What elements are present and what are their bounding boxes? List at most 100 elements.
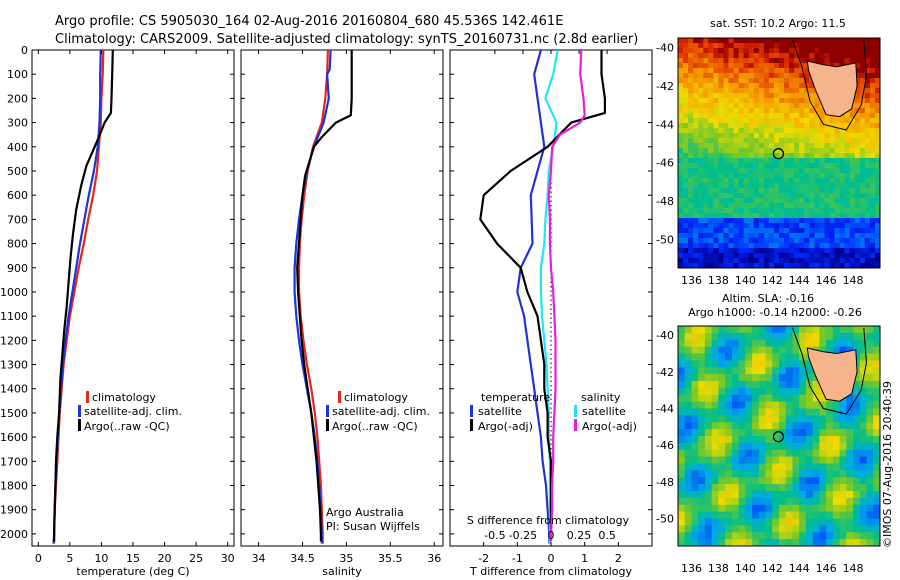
map-cell	[785, 539, 793, 546]
map-cell	[853, 532, 861, 540]
map-cell	[799, 153, 805, 159]
legend-label-satellite: satellite-adj. clim.	[332, 405, 430, 418]
map-cell	[698, 346, 706, 354]
map-cell	[728, 113, 734, 119]
map-cell	[866, 518, 874, 526]
map-cell	[708, 133, 714, 139]
map-cell	[839, 497, 847, 506]
map-cell	[866, 525, 874, 533]
map-cell	[753, 153, 760, 159]
map-cell	[713, 43, 719, 49]
map-cell	[844, 148, 851, 154]
map-cell	[708, 128, 714, 134]
map-cell	[854, 258, 861, 264]
map-cell	[853, 442, 861, 451]
map-cell	[758, 38, 765, 44]
map-cell	[824, 188, 830, 194]
map-cell	[814, 143, 820, 149]
map-cell	[779, 374, 787, 382]
map-cell	[693, 123, 699, 129]
map-cell	[804, 128, 810, 134]
map-cell	[711, 401, 719, 409]
map-cell	[708, 183, 714, 189]
map-cell	[752, 367, 760, 375]
map-cell	[799, 263, 805, 268]
map-cell	[738, 218, 745, 224]
map-cell	[869, 128, 876, 134]
map-cell	[693, 213, 699, 219]
map-cell	[758, 138, 765, 144]
map-cell	[839, 339, 847, 348]
map-cell	[772, 360, 780, 368]
map-cell	[678, 193, 684, 199]
map-cell	[678, 153, 684, 159]
map-cell	[763, 263, 770, 268]
map-cell	[809, 263, 815, 268]
map-cell	[743, 163, 750, 169]
map-cell	[678, 143, 684, 149]
map-cell	[875, 183, 880, 189]
map-cell	[794, 63, 800, 69]
map-cell	[752, 442, 760, 451]
map-cell	[854, 263, 861, 268]
map-cell	[768, 78, 775, 84]
map-cell	[785, 367, 793, 375]
map-cell	[792, 442, 800, 451]
map-cell	[829, 243, 835, 249]
map-cell	[718, 158, 724, 164]
map-cell	[728, 93, 734, 99]
map-cell	[698, 113, 704, 119]
map-cell	[752, 326, 760, 334]
map-cell	[684, 408, 692, 416]
map-cell	[718, 93, 724, 99]
map-cell	[688, 103, 694, 109]
map-cell	[819, 208, 825, 214]
map-cell	[688, 83, 694, 89]
map-cell	[713, 88, 719, 94]
map-cell	[834, 198, 840, 204]
map-cell	[844, 258, 851, 264]
map-cell	[745, 491, 753, 499]
map-cell	[708, 218, 714, 224]
map-cell	[824, 38, 830, 44]
map-cell	[869, 193, 876, 199]
map-cell	[748, 248, 755, 254]
map-cell	[768, 263, 775, 268]
map-cell	[683, 38, 689, 44]
map-cell	[809, 123, 815, 129]
map-cell	[748, 253, 755, 259]
map-cell	[713, 253, 719, 259]
map-cell	[738, 477, 746, 485]
map-cell	[859, 43, 866, 49]
map-cell	[768, 138, 775, 144]
map-cell	[683, 188, 689, 194]
map-cell	[713, 233, 719, 239]
map-cell	[774, 88, 780, 94]
map-cell	[869, 73, 876, 79]
x-tick-label: 35	[339, 552, 353, 565]
map-cell	[748, 133, 755, 139]
map-cell	[758, 213, 765, 219]
map-cell	[713, 83, 719, 89]
map-cell	[688, 213, 694, 219]
map-cell	[723, 158, 729, 164]
map-x-tick-label: 146	[816, 274, 837, 287]
map-cell	[805, 332, 814, 341]
map-cell	[731, 401, 740, 409]
map-cell	[772, 491, 780, 499]
map-cell	[678, 449, 686, 458]
map-cell	[698, 484, 706, 492]
map-cell	[704, 456, 713, 464]
map-cell	[859, 63, 866, 69]
map-cell	[819, 253, 825, 259]
map-cell	[846, 491, 854, 499]
map-cell	[703, 248, 709, 254]
map-cell	[814, 138, 820, 144]
map-cell	[753, 198, 760, 204]
map-cell	[774, 243, 780, 249]
map-cell	[768, 68, 775, 74]
map-cell	[678, 491, 686, 499]
map-cell	[758, 158, 765, 164]
map-cell	[799, 38, 805, 44]
map-cell	[753, 188, 760, 194]
